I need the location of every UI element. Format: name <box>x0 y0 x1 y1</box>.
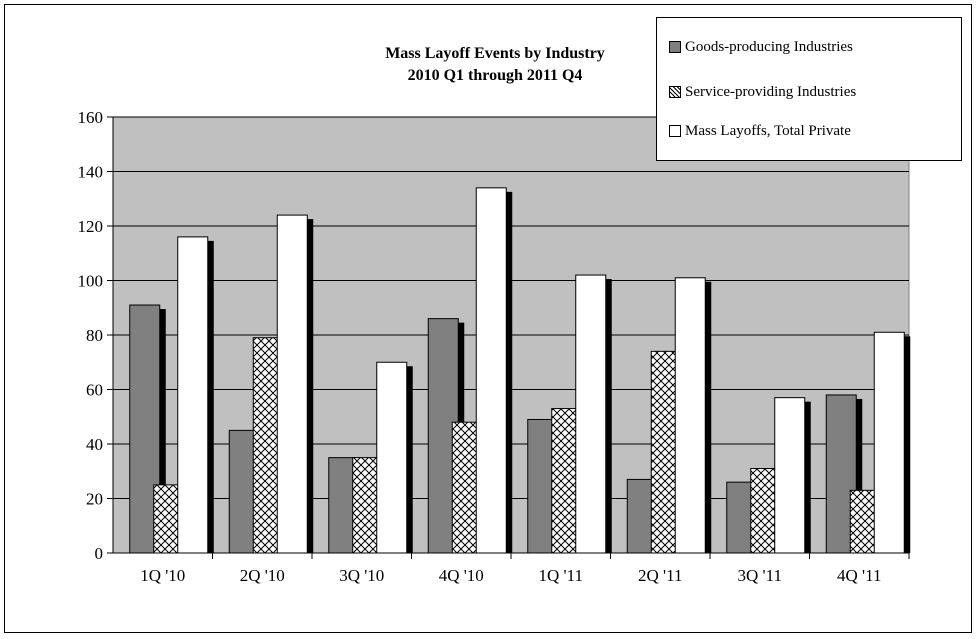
y-tick-label: 40 <box>86 435 103 454</box>
x-tick-label: 4Q '10 <box>439 566 484 585</box>
bar-shadow <box>605 279 612 553</box>
chart-title-line-1: Mass Layoff Events by Industry <box>385 45 605 62</box>
chart-title-line-2: 2010 Q1 through 2011 Q4 <box>408 67 583 84</box>
legend-label: Goods-producing Industries <box>685 38 853 55</box>
bar-total <box>873 331 905 554</box>
y-tick-label: 0 <box>95 544 104 563</box>
bar-shadow <box>406 366 413 553</box>
bar-total <box>774 397 806 554</box>
legend-swatch <box>669 86 681 98</box>
bar-shadow <box>506 191 513 553</box>
bar-chart: 0 20 40 60 80 100 120 140 160 1Q '10 2Q '10 3Q '10 4… <box>78 45 911 585</box>
legend-swatch <box>669 41 681 53</box>
bar-total <box>674 277 706 554</box>
y-tick-label: 80 <box>86 326 103 345</box>
y-tick-label: 120 <box>78 217 104 236</box>
y-tick-label: 20 <box>86 490 103 509</box>
bar-total <box>276 214 308 554</box>
x-tick-label: 2Q '11 <box>638 566 682 585</box>
legend-label: Service-providing Industries <box>685 83 857 100</box>
bar-shadow <box>904 336 911 553</box>
x-tick-label: 2Q '10 <box>240 566 285 585</box>
bar-shadow <box>207 240 214 553</box>
y-tick-label: 60 <box>86 381 103 400</box>
legend-item: Service-providing Industries <box>669 82 856 102</box>
legend-label: Mass Layoffs, Total Private <box>685 122 851 139</box>
legend-item: Mass Layoffs, Total Private <box>669 121 851 141</box>
bar-shadow <box>307 219 314 553</box>
bar-total <box>475 187 507 554</box>
bar-shadow <box>856 398 863 553</box>
bar-total <box>376 361 408 554</box>
x-tick-label: 1Q '10 <box>140 566 185 585</box>
legend-item: Goods-producing Industries <box>669 37 853 57</box>
y-tick-label: 160 <box>78 108 104 127</box>
x-tick-label: 4Q '11 <box>837 566 881 585</box>
legend-swatch <box>669 125 681 137</box>
bar-total <box>177 236 209 554</box>
bar-shadow <box>159 309 166 553</box>
bar-shadow <box>804 401 811 553</box>
bar-shadow <box>705 281 712 553</box>
chart-frame: 0 20 40 60 80 100 120 140 160 1Q '10 2Q '10 3Q '10 4… <box>4 4 972 633</box>
x-tick-label: 1Q '11 <box>539 566 583 585</box>
x-tick-label: 3Q '11 <box>738 566 782 585</box>
chart-legend: Goods-producing Industries Service-provid… <box>656 17 962 161</box>
x-tick-label: 3Q '10 <box>339 566 384 585</box>
bar-total <box>575 274 607 554</box>
y-tick-label: 100 <box>78 272 104 291</box>
y-tick-label: 140 <box>78 163 104 182</box>
